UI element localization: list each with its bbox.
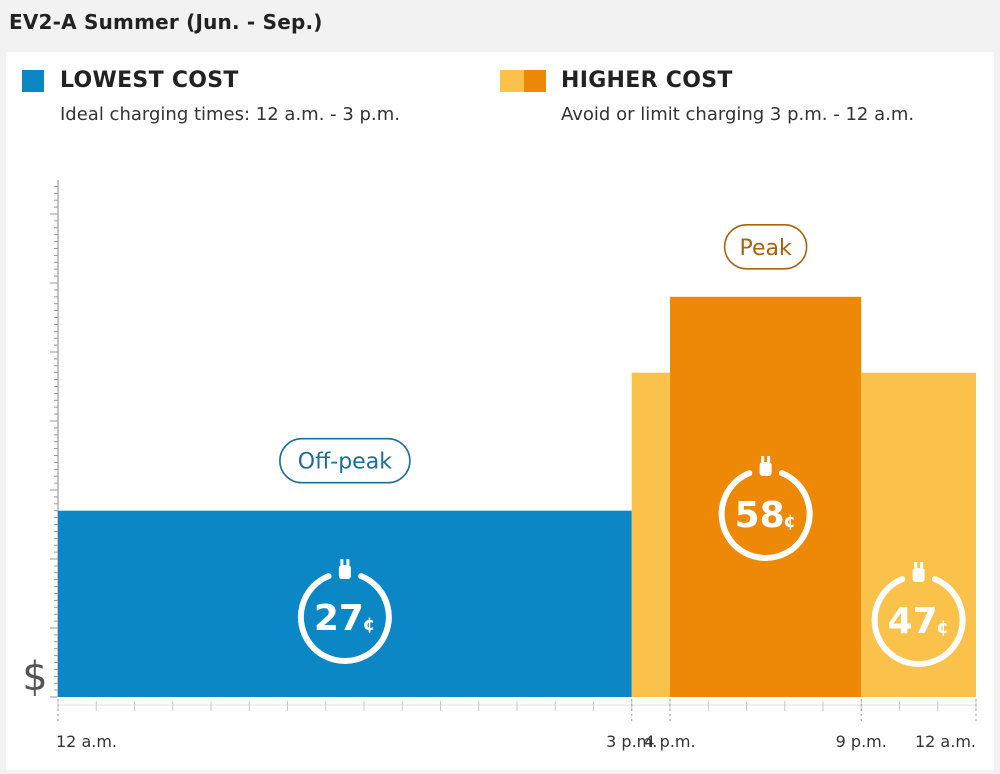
plug-icon xyxy=(338,565,351,579)
price-icon-2: 58¢ xyxy=(718,456,813,561)
x-tick-label: 3 p.m. xyxy=(606,732,657,751)
x-tick-label: 12 a.m. xyxy=(915,732,976,751)
badge-outline xyxy=(279,437,411,484)
price-icon-ring xyxy=(718,470,813,561)
badge-peak: Peak xyxy=(723,224,808,270)
price-value: 58 xyxy=(735,495,785,536)
badge-label: Peak xyxy=(740,236,792,261)
legend-desc-higher: Avoid or limit charging 3 p.m. - 12 a.m. xyxy=(561,104,915,125)
price-unit: ¢ xyxy=(783,511,796,532)
price-icon-ring xyxy=(297,573,392,664)
legend-title-higher: HIGHER COST xyxy=(561,68,733,93)
price-value: 27 xyxy=(314,598,364,639)
badge-outline xyxy=(723,224,808,270)
x-tick-label: 4 p.m. xyxy=(644,732,695,751)
page-title: EV2-A Summer (Jun. - Sep.) xyxy=(9,10,323,34)
price-icon-ring xyxy=(871,576,966,667)
price-value: 47 xyxy=(888,601,938,642)
plug-icon xyxy=(912,568,925,582)
legend-swatch-higher-dark xyxy=(524,70,546,92)
badge-label: Off-peak xyxy=(298,450,392,475)
price-unit: ¢ xyxy=(363,614,376,635)
bar-off-peak-0 xyxy=(58,510,632,697)
bar-partial-peak-1 xyxy=(631,372,670,697)
bar-peak-2 xyxy=(670,296,862,697)
legend-title-lowest: LOWEST COST xyxy=(60,68,239,93)
legend-desc-lowest: Ideal charging times: 12 a.m. - 3 p.m. xyxy=(60,104,400,125)
legend-swatch-lowest xyxy=(22,70,44,92)
bar-partial-peak-3 xyxy=(861,372,976,697)
legend-swatch-higher-light xyxy=(500,70,524,92)
y-axis-label: $ xyxy=(22,654,47,700)
x-tick-label: 12 a.m. xyxy=(56,732,117,751)
plug-icon xyxy=(759,462,772,476)
price-icon-0: 27¢ xyxy=(297,559,392,664)
price-unit: ¢ xyxy=(936,617,949,638)
price-icon-3: 47¢ xyxy=(871,562,966,667)
badge-off-peak: Off-peak xyxy=(279,437,411,484)
x-tick-label: 9 p.m. xyxy=(836,732,887,751)
